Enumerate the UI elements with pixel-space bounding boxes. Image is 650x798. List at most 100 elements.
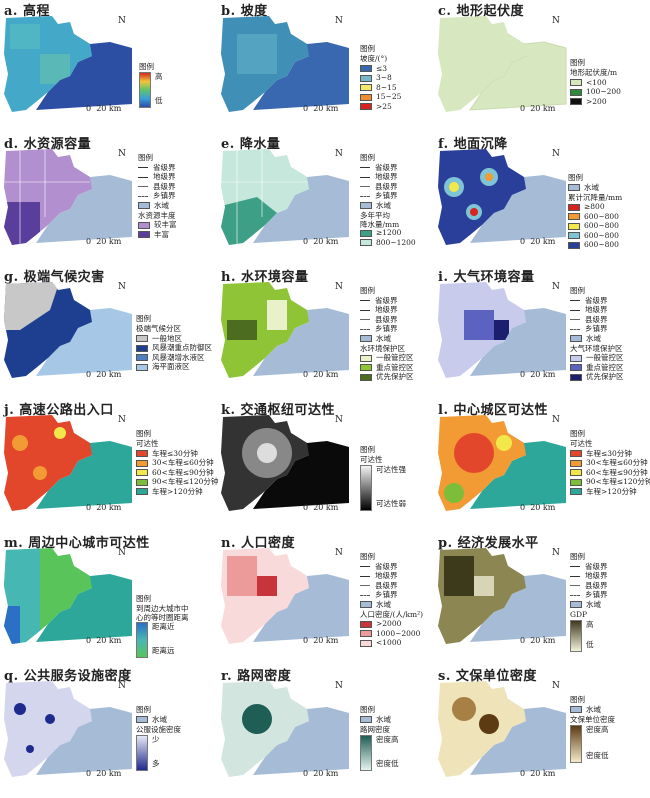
legend-item: ≤3: [360, 64, 401, 74]
legend-swatch: [570, 478, 582, 486]
legend-title: 图例: [136, 705, 151, 714]
legend-item: <100: [570, 78, 621, 88]
legend-title: 图例: [570, 695, 585, 704]
legend-low: 低: [586, 639, 594, 649]
legend-swatch: [136, 344, 148, 352]
north-arrow: N: [335, 149, 343, 159]
legend-swatch: [136, 478, 148, 486]
legend-label: ≥1200: [376, 228, 402, 238]
legend-label: 优先保护区: [376, 372, 414, 382]
legend: 图例 省级界 地级界 县级界 乡镇界 水域 GDP 高 低: [570, 552, 608, 652]
north-arrow: N: [552, 16, 560, 26]
legend-subtitle: 大气环境保护区: [570, 343, 623, 353]
legend-item: 800~1200: [360, 238, 416, 248]
legend-swatch: [360, 373, 372, 381]
legend-label: 较丰富: [154, 220, 177, 230]
center-access-map: [438, 415, 566, 511]
legend-label: 车程≤30分钟: [152, 448, 198, 458]
legend-swatch: [570, 459, 582, 467]
legend-swatch: [136, 469, 148, 477]
legend-item: 600~800: [568, 240, 622, 251]
legend-low: 距离远: [152, 646, 175, 655]
scale-bar: 0 20 km: [86, 237, 122, 246]
legend-swatch: [360, 239, 372, 247]
legend-swatch: [570, 364, 582, 372]
legend-item: 海平面液区: [136, 362, 212, 373]
legend-item: 风暴潮重点防御区: [136, 343, 212, 354]
legend-item: 风暴潮增水液区: [136, 353, 212, 363]
legend-boundary-item: 地级界: [138, 172, 177, 183]
boundary-line-icon: [360, 328, 370, 330]
legend-label: 省级界: [375, 561, 398, 571]
scale-bar: 0 20 km: [520, 104, 556, 113]
boundary-line-icon: [570, 300, 580, 302]
legend-swatch: [568, 232, 580, 240]
legend-swatch: [136, 459, 148, 467]
north-arrow: N: [335, 415, 343, 425]
legend-label: 地级界: [375, 305, 398, 315]
panel-water-env: h. 水环境容量 N 图例 省级界 地级界 县级界 乡镇界 水域 水环境保护区 一般管…: [217, 266, 433, 399]
north-arrow: N: [118, 149, 126, 159]
legend-boundary-item: 省级界: [360, 562, 423, 572]
road-density-map: [221, 681, 349, 777]
legend-water: 水域: [376, 333, 391, 343]
legend-label: 县级界: [585, 314, 608, 324]
legend-water: 水域: [154, 200, 169, 210]
scale-bar: 0 20 km: [303, 636, 339, 645]
panel-title: f. 地面沉降: [438, 137, 508, 152]
legend-label: 乡镇界: [375, 191, 398, 201]
legend: 图例 省级界 地级界 县级界 乡镇界 水域 多年平均 降水量/mm ≥1200 800~…: [360, 153, 416, 248]
panel-title: m. 周边中心城市可达性: [4, 536, 150, 551]
legend-swatch: [570, 450, 582, 458]
legend-label: 600~800: [584, 211, 619, 221]
legend-swatch: [360, 103, 372, 111]
nearby-city-map: [4, 548, 132, 644]
north-arrow: N: [335, 282, 343, 292]
legend-swatch: [360, 354, 372, 362]
legend-label: 车程≤30分钟: [586, 448, 632, 458]
legend-label: 车程>120分钟: [586, 486, 637, 496]
legend: 图例 地形起伏度/m <100 100~200 >200: [570, 58, 621, 107]
highway-map: [4, 415, 132, 511]
legend-boundary-item: 乡镇界: [360, 590, 423, 601]
legend-unit: 地形起伏度/m: [570, 68, 618, 77]
scale-bar: 0 20 km: [86, 503, 122, 512]
legend-item: 30<车程≤60分钟: [570, 458, 650, 469]
panel-title: p. 经济发展水平: [438, 536, 539, 551]
north-arrow: N: [335, 681, 343, 691]
legend-label: 省级界: [375, 295, 398, 305]
scale-bar: 0 20 km: [520, 769, 556, 778]
scale-bar: 0 20 km: [303, 370, 339, 379]
legend-water: 水域: [586, 599, 601, 609]
panel-air-env: i. 大气环境容量 N 图例 省级界 地级界 县级界 乡镇界 水域 大气环境保护区 一…: [434, 266, 650, 399]
legend-item: 60<车程≤90分钟: [136, 468, 218, 478]
legend-label: 100~200: [586, 87, 621, 97]
panel-nearby-city: m. 周边中心城市可达性 N 图例 到周边大城市中 心的等时圈距离 距离近 距离…: [0, 532, 216, 665]
legend-title: 图例: [360, 153, 375, 162]
panel-public-service: q. 公共服务设施密度 N 图例 水域 公服设施密度 少 多 0 20 km: [0, 665, 216, 798]
legend-label: 90<车程≤120分钟: [586, 477, 650, 487]
legend-item: 100~200: [570, 87, 621, 98]
scale-bar: 0 20 km: [303, 769, 339, 778]
legend-item: 较丰富: [138, 220, 177, 231]
scale-bar: 0 20 km: [520, 503, 556, 512]
legend-water: 水域: [584, 182, 599, 192]
panel-highway-access: j. 高速公路出入口 N 图例 可达性 车程≤30分钟 30<车程≤60分钟 60<…: [0, 399, 218, 532]
legend-label: 风暴潮重点防御区: [152, 343, 212, 353]
legend-swatch: [136, 354, 148, 362]
precipitation-map: [221, 149, 349, 245]
boundary-line-icon: [360, 186, 370, 188]
legend-label: 600~800: [584, 230, 619, 240]
legend-title: 图例: [570, 552, 585, 561]
heritage-map: [438, 681, 566, 777]
legend-label: 省级界: [375, 162, 398, 172]
scale-bar: 0 20 km: [303, 237, 339, 246]
legend-label: 地级界: [375, 571, 398, 581]
panel-title: d. 水资源容量: [4, 137, 92, 152]
scale-bar: 0 20 km: [520, 370, 556, 379]
panel-center-access: l. 中心城区可达性 N 图例 可达性 车程≤30分钟 30<车程≤60分钟 60<…: [434, 399, 650, 532]
legend-label: 车程>120分钟: [152, 486, 203, 496]
legend-item: >200: [570, 97, 621, 107]
legend-label: 重点管控区: [586, 362, 624, 372]
legend: 图例 省级界 地级界 县级界 乡镇界 水域 大气环境保护区 一般管控区 重点管控区 优先保…: [570, 286, 624, 382]
